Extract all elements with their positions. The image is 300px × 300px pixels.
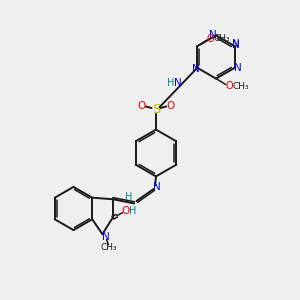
Text: O: O bbox=[206, 34, 214, 44]
Text: H: H bbox=[129, 206, 137, 216]
Text: CH₃: CH₃ bbox=[214, 34, 230, 43]
Text: N: N bbox=[234, 63, 242, 73]
Text: H: H bbox=[125, 192, 132, 202]
Text: O: O bbox=[166, 101, 175, 111]
Text: N: N bbox=[102, 232, 110, 242]
Text: O: O bbox=[121, 206, 129, 216]
Text: N: N bbox=[192, 64, 200, 74]
Text: N: N bbox=[232, 39, 240, 49]
Text: N: N bbox=[174, 78, 182, 88]
Text: CH₃: CH₃ bbox=[232, 82, 249, 91]
Text: N: N bbox=[232, 40, 240, 50]
Text: N: N bbox=[208, 30, 216, 40]
Text: N: N bbox=[153, 182, 161, 193]
Text: O: O bbox=[225, 81, 233, 91]
Text: CH₃: CH₃ bbox=[101, 243, 117, 252]
Text: S: S bbox=[152, 103, 160, 116]
Text: H: H bbox=[167, 78, 174, 88]
Text: O: O bbox=[137, 101, 146, 111]
